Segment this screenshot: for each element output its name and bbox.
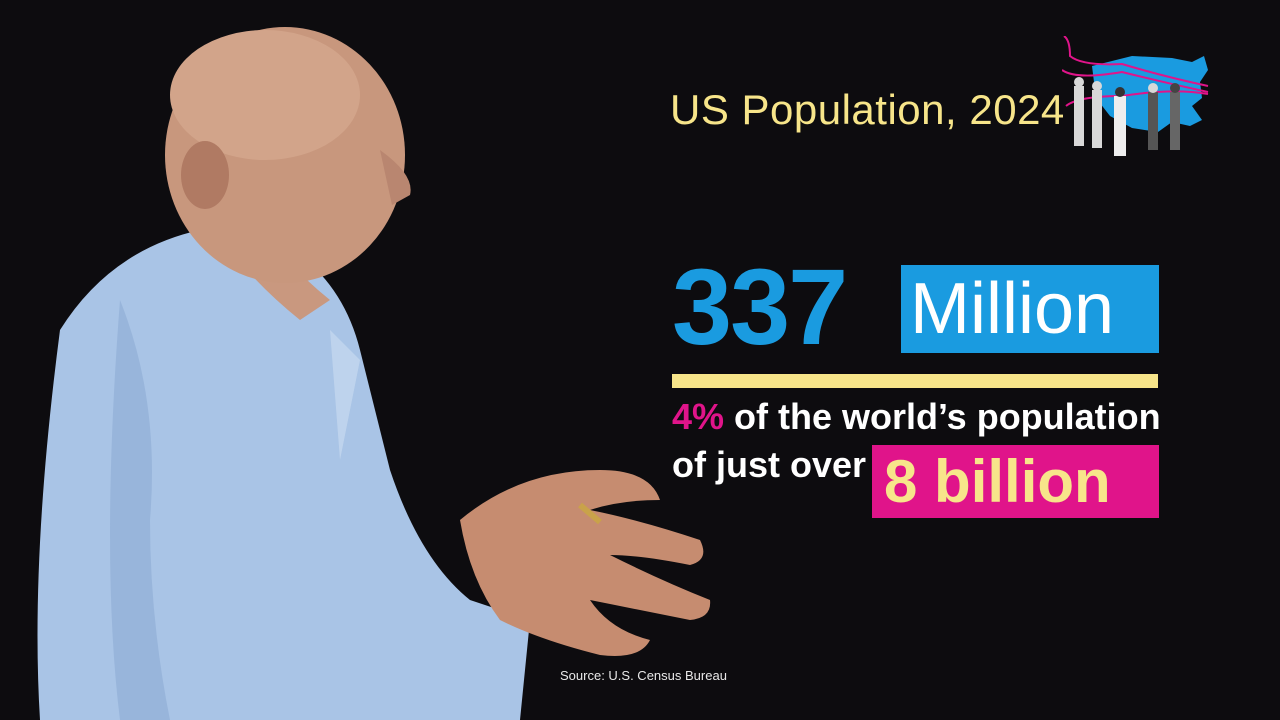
subtext-line-1: 4% of the world’s population <box>672 396 1161 438</box>
unit-highlight-box <box>901 265 1159 353</box>
subtext-line-1-rest: of the world’s population <box>724 396 1161 437</box>
divider-bar <box>672 374 1158 388</box>
population-unit: Million <box>910 269 1115 349</box>
world-population-highlight-box <box>872 445 1159 518</box>
us-map-people-icon <box>1062 36 1209 156</box>
subtext-line-2: of just over <box>672 444 867 485</box>
speaker-figure <box>37 27 711 720</box>
world-population-value: 8 billion <box>884 448 1111 515</box>
percent-value: 4% <box>672 396 725 437</box>
source-caption: Source: U.S. Census Bureau <box>560 668 727 683</box>
population-number: 337 <box>672 246 848 367</box>
chart-title: US Population, 2024 <box>670 86 1065 133</box>
